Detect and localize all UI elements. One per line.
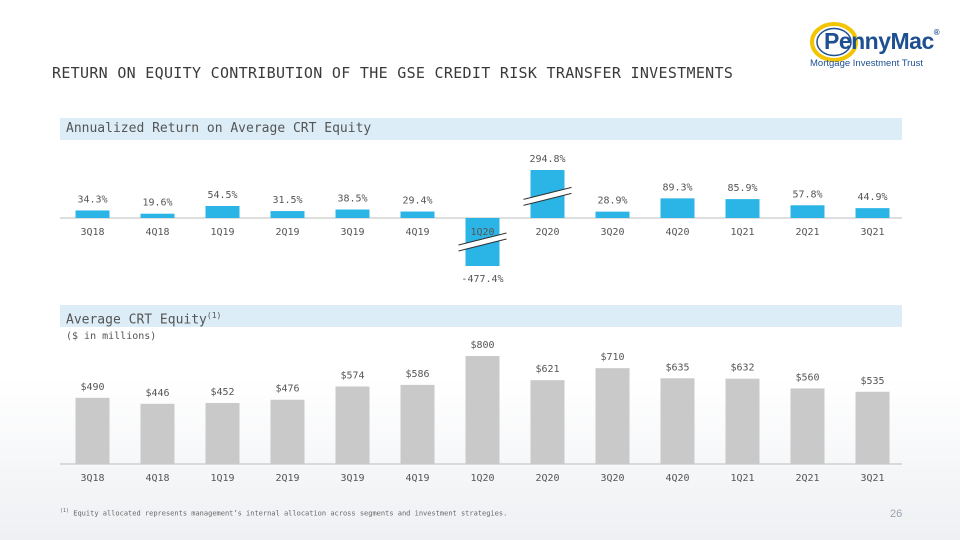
roe-tick-label: 1Q20 (470, 227, 494, 238)
footnote: (1) Equity allocated represents manageme… (60, 508, 508, 518)
roe-axis-break (522, 187, 573, 205)
equity-bar-chart: $490 3Q18 $446 4Q18 $452 1Q19 $476 2Q19 $574 3Q19… (60, 340, 902, 484)
equity-value-label: $490 (80, 382, 104, 393)
roe-tick-label: 2Q21 (795, 227, 819, 238)
equity-bar (725, 378, 760, 464)
roe-bar (400, 211, 435, 218)
equity-tick-label: 3Q21 (860, 473, 884, 484)
roe-value-label: 38.5% (337, 194, 367, 205)
equity-bar (335, 386, 370, 464)
equity-tick-label: 4Q19 (405, 473, 429, 484)
roe-value-label: -477.4% (461, 274, 503, 285)
roe-tick-label: 1Q21 (730, 227, 754, 238)
roe-bar (140, 213, 175, 218)
roe-value-label: 294.8% (529, 154, 565, 165)
page-number: 26 (890, 508, 903, 520)
equity-value-label: $476 (275, 384, 299, 395)
roe-axis-break-line (523, 192, 572, 206)
equity-bar (530, 380, 565, 464)
pennymac-logo: PennyMac® Mortgage Investment Trust (806, 18, 946, 78)
equity-value-label: $635 (665, 362, 689, 373)
equity-tick-label: 1Q19 (210, 473, 234, 484)
equity-tick-label: 2Q21 (795, 473, 819, 484)
equity-bar (400, 384, 435, 464)
roe-tick-label: 3Q19 (340, 227, 364, 238)
equity-units-label: ($ in millions) (66, 331, 157, 342)
equity-tick-label: 2Q20 (535, 473, 559, 484)
equity-bar (140, 403, 175, 464)
equity-value-label: $560 (795, 372, 819, 383)
roe-value-label: 89.3% (662, 182, 692, 193)
roe-value-label: 54.5% (207, 190, 237, 201)
roe-tick-label: 3Q18 (80, 227, 104, 238)
roe-value-label: 28.9% (597, 196, 627, 207)
equity-value-label: $586 (405, 369, 429, 380)
logo-wordmark: PennyMac® (824, 28, 940, 54)
equity-bar (595, 368, 630, 464)
equity-bar (660, 378, 695, 464)
equity-tick-label: 2Q19 (275, 473, 299, 484)
roe-value-label: 29.4% (402, 196, 432, 207)
equity-bar (205, 402, 240, 464)
roe-bar (270, 211, 305, 218)
equity-value-label: $621 (535, 364, 559, 375)
roe-axis-break-line (458, 232, 507, 246)
roe-tick-label: 3Q20 (600, 227, 624, 238)
roe-axis-break-line (523, 186, 572, 200)
equity-bar (790, 388, 825, 464)
roe-tick-label: 4Q20 (665, 227, 689, 238)
roe-bar (660, 198, 695, 218)
logo-tagline: Mortgage Investment Trust (810, 58, 923, 69)
roe-tick-label: 1Q19 (210, 227, 234, 238)
roe-value-label: 31.5% (272, 195, 302, 206)
roe-axis-break-line (458, 238, 507, 252)
roe-bar (205, 206, 240, 218)
roe-value-label: 19.6% (142, 198, 172, 209)
equity-tick-label: 3Q20 (600, 473, 624, 484)
equity-bar (75, 397, 110, 464)
equity-tick-label: 4Q20 (665, 473, 689, 484)
roe-tick-label: 4Q19 (405, 227, 429, 238)
roe-bar (595, 211, 630, 218)
slide-title: RETURN ON EQUITY CONTRIBUTION OF THE GSE… (52, 64, 734, 82)
equity-tick-label: 1Q20 (470, 473, 494, 484)
roe-bar-chart: 34.3% 3Q18 19.6% 4Q18 54.5% 1Q19 31.5% 2Q19 38.5… (60, 154, 902, 285)
equity-bar (855, 391, 890, 464)
equity-value-label: $632 (730, 363, 754, 374)
roe-value-label: 44.9% (857, 192, 887, 203)
equity-tick-label: 1Q21 (730, 473, 754, 484)
roe-tick-label: 4Q18 (145, 227, 169, 238)
roe-bar (790, 205, 825, 218)
equity-value-label: $452 (210, 387, 234, 398)
roe-value-label: 57.8% (792, 189, 822, 200)
logo-swoosh-icon (810, 22, 858, 62)
equity-bar (465, 356, 500, 464)
equity-value-label: $535 (860, 376, 884, 387)
roe-bar (75, 210, 110, 218)
roe-axis-break (457, 233, 508, 251)
equity-bar (270, 399, 305, 464)
roe-chart-title: Annualized Return on Average CRT Equity (60, 118, 902, 140)
equity-tick-label: 3Q18 (80, 473, 104, 484)
roe-tick-label: 3Q21 (860, 227, 884, 238)
roe-tick-label: 2Q20 (535, 227, 559, 238)
equity-value-label: $710 (600, 352, 624, 363)
equity-value-label: $446 (145, 388, 169, 399)
equity-value-label: $800 (470, 340, 494, 351)
roe-tick-label: 2Q19 (275, 227, 299, 238)
roe-value-label: 85.9% (727, 183, 757, 194)
equity-chart-title: Average CRT Equity(1) (60, 305, 902, 327)
roe-bar (725, 199, 760, 218)
equity-tick-label: 3Q19 (340, 473, 364, 484)
roe-value-label: 34.3% (77, 194, 107, 205)
roe-bar (335, 209, 370, 218)
roe-bar (855, 208, 890, 218)
equity-tick-label: 4Q18 (145, 473, 169, 484)
equity-value-label: $574 (340, 371, 364, 382)
